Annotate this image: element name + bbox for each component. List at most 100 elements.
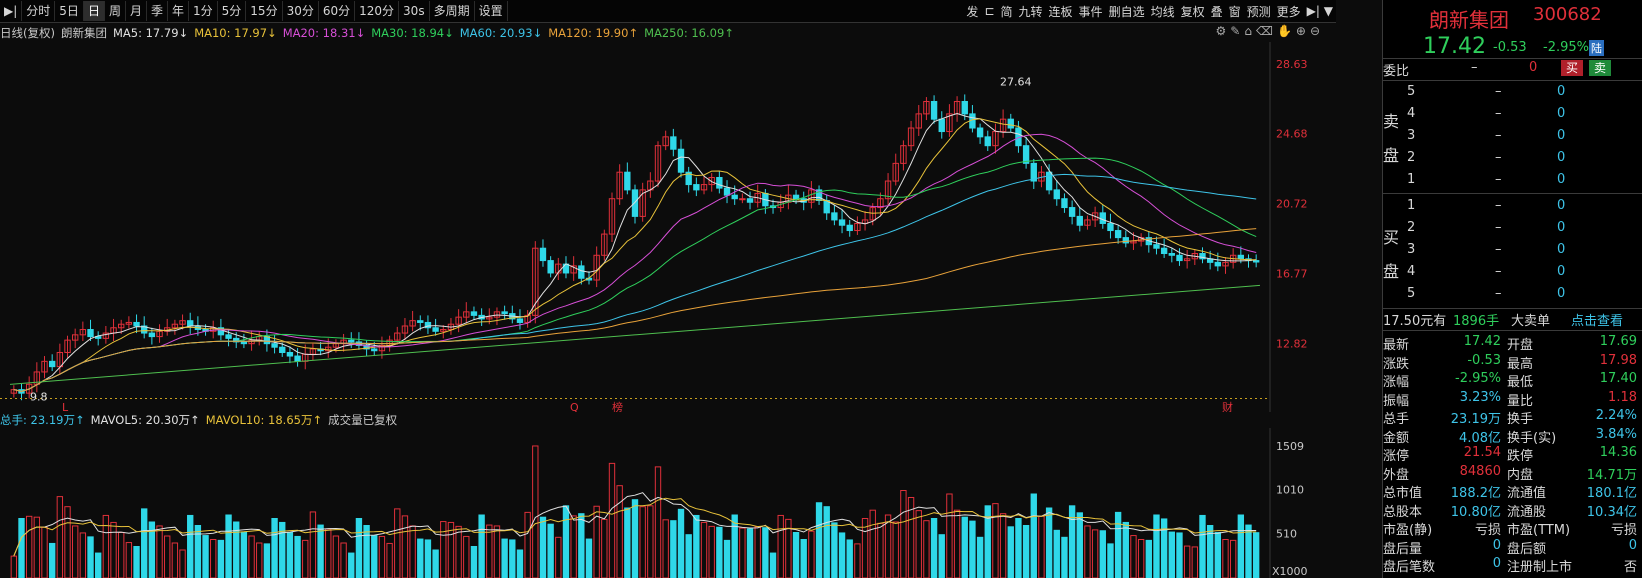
volume-bar-54: [424, 539, 432, 578]
ma-legend-item-3: MA30: 18.94↓: [371, 26, 454, 40]
period-tab-0[interactable]: 分时: [22, 1, 56, 21]
event-label-3: 财: [1222, 400, 1233, 412]
volume-bar-84: [654, 466, 662, 578]
candle-body-157: [1214, 261, 1222, 267]
volume-bar-41: [325, 528, 332, 578]
tool-item-7[interactable]: 均线: [1150, 4, 1175, 19]
stat-label2-3: 量比: [1507, 393, 1534, 409]
quote-panel: 朗新集团 300682 17.42 -0.53 -2.95% 陆 委比 – 0 …: [1382, 0, 1642, 578]
stat-label2-12: 注册制上市: [1507, 560, 1573, 575]
period-tab-5[interactable]: 季: [147, 1, 168, 21]
volume-bar-12: [102, 514, 110, 578]
sell-button[interactable]: 卖: [1589, 60, 1611, 76]
stat-value-1: -0.53: [1467, 352, 1501, 368]
volume-bar-119: [923, 520, 930, 578]
period-tab-1[interactable]: 5日: [55, 1, 84, 21]
expand-icon[interactable]: ▶| ▼: [1306, 4, 1333, 18]
volume-bar-21: [171, 542, 179, 578]
candle-body-119: [923, 100, 930, 115]
period-tab-15[interactable]: 设置: [475, 1, 508, 21]
volume-bar-156: [1206, 525, 1214, 578]
volume-bar-13: [110, 521, 117, 578]
period-tab-10[interactable]: 30分: [283, 1, 319, 21]
volume-bar-50: [394, 508, 401, 578]
volume-bar-76: [593, 505, 600, 578]
kline-chart[interactable]: 28.63 24.68 20.72 16.77 12.82 27.64 9.8 L Q 榜 财: [0, 42, 1336, 412]
candle-body-70: [547, 260, 554, 274]
volume-bar-19: [156, 525, 163, 578]
volume-bar-52: [409, 525, 416, 578]
tool-item-1[interactable]: ⊏: [984, 4, 995, 18]
ma-legend-item-4: MA60: 20.93↓: [459, 26, 543, 40]
volume-bar-102: [792, 532, 800, 578]
period-tab-7[interactable]: 1分: [189, 1, 218, 21]
candle-body-50: [394, 332, 401, 341]
volume-chart[interactable]: 1509 1010 510 X1000: [0, 428, 1336, 578]
volume-bar-100: [777, 514, 784, 578]
stat-value-12: 0: [1492, 556, 1501, 571]
chart-tools-icons[interactable]: ⚙✎⌂⌫✋⊕⊖: [1215, 24, 1324, 38]
stat-label-10: 市盈(静): [1383, 523, 1433, 538]
level-price: –: [1495, 286, 1502, 301]
stat-value2-0: 17.69: [1599, 334, 1637, 349]
toggle-sidebar-icon[interactable]: ▶|: [0, 1, 23, 21]
candle-body-55: [432, 327, 439, 332]
candle-body-11: [95, 336, 102, 339]
level-number: 3: [1407, 242, 1416, 257]
tool-item-9[interactable]: 叠: [1210, 4, 1223, 19]
volume-bar-138: [1068, 505, 1076, 578]
volume-bar-94: [731, 514, 738, 578]
period-tab-12[interactable]: 120分: [355, 1, 400, 21]
stat-value2-5: 3.84%: [1595, 426, 1637, 442]
period-tab-2[interactable]: 日: [83, 1, 105, 21]
big-order-link[interactable]: 点击查看: [1571, 314, 1624, 329]
period-tab-9[interactable]: 15分: [246, 1, 283, 21]
tool-item-4[interactable]: 连板: [1048, 4, 1073, 19]
candle-body-78: [608, 198, 616, 235]
volume-bar-87: [677, 508, 685, 578]
volume-bar-121: [938, 534, 945, 578]
tool-item-2[interactable]: 简: [1000, 4, 1013, 19]
volume-bar-47: [371, 535, 378, 578]
period-tab-11[interactable]: 60分: [319, 1, 356, 21]
buy-button[interactable]: 买: [1561, 60, 1583, 76]
period-tab-14[interactable]: 多周期: [430, 1, 475, 21]
tool-item-6[interactable]: 删自选: [1108, 4, 1145, 19]
stat-label2-10: 市盈(TTM): [1507, 523, 1571, 538]
level-price: –: [1495, 150, 1502, 165]
period-tab-3[interactable]: 周: [105, 1, 126, 21]
tool-item-3[interactable]: 九转: [1018, 4, 1043, 19]
panel-divider: [1336, 0, 1382, 578]
big-order-price: 17.50元有: [1383, 314, 1447, 329]
ma10-line: [13, 118, 1257, 392]
tool-item-0[interactable]: 发: [966, 4, 979, 19]
tool-item-12[interactable]: 更多: [1276, 4, 1301, 19]
tool-item-5[interactable]: 事件: [1078, 4, 1103, 19]
volume-bar-115: [892, 521, 899, 578]
period-tab-4[interactable]: 月: [126, 1, 147, 21]
period-tab-13[interactable]: 30s: [399, 1, 430, 21]
market-tag: 陆: [1589, 40, 1604, 56]
candle-body-93: [723, 187, 731, 196]
candle-body-114: [884, 180, 892, 200]
period-tab-8[interactable]: 5分: [218, 1, 247, 21]
volume-bar-155: [1199, 514, 1206, 578]
vol-legend-item-1: MAVOL5: 20.30万↑: [90, 413, 200, 427]
tool-item-8[interactable]: 复权: [1180, 4, 1205, 19]
last-price: 17.42: [1423, 34, 1486, 59]
big-order-text: 大卖单: [1511, 314, 1551, 329]
volume-bar-95: [739, 527, 746, 578]
period-tab-6[interactable]: 年: [168, 1, 190, 21]
candle-body-9: [79, 329, 87, 336]
period-toolbar: ▶| 分时 5日日周月季年 1分 5分 15分 30分 60分 120分 30s 多周期 设置 发 ⊏ 简…: [0, 0, 1336, 23]
volume-bar-135: [1045, 507, 1053, 578]
tool-item-11[interactable]: 预测: [1246, 4, 1271, 19]
candle-body-122: [946, 113, 953, 133]
volume-bar-160: [1237, 514, 1245, 578]
candle-body-115: [892, 162, 899, 182]
volume-bar-110: [854, 543, 861, 578]
volume-bar-80: [624, 507, 631, 578]
tool-item-10[interactable]: 窗: [1228, 4, 1241, 19]
candle-body-84: [654, 145, 662, 182]
volume-bar-158: [1222, 539, 1229, 578]
